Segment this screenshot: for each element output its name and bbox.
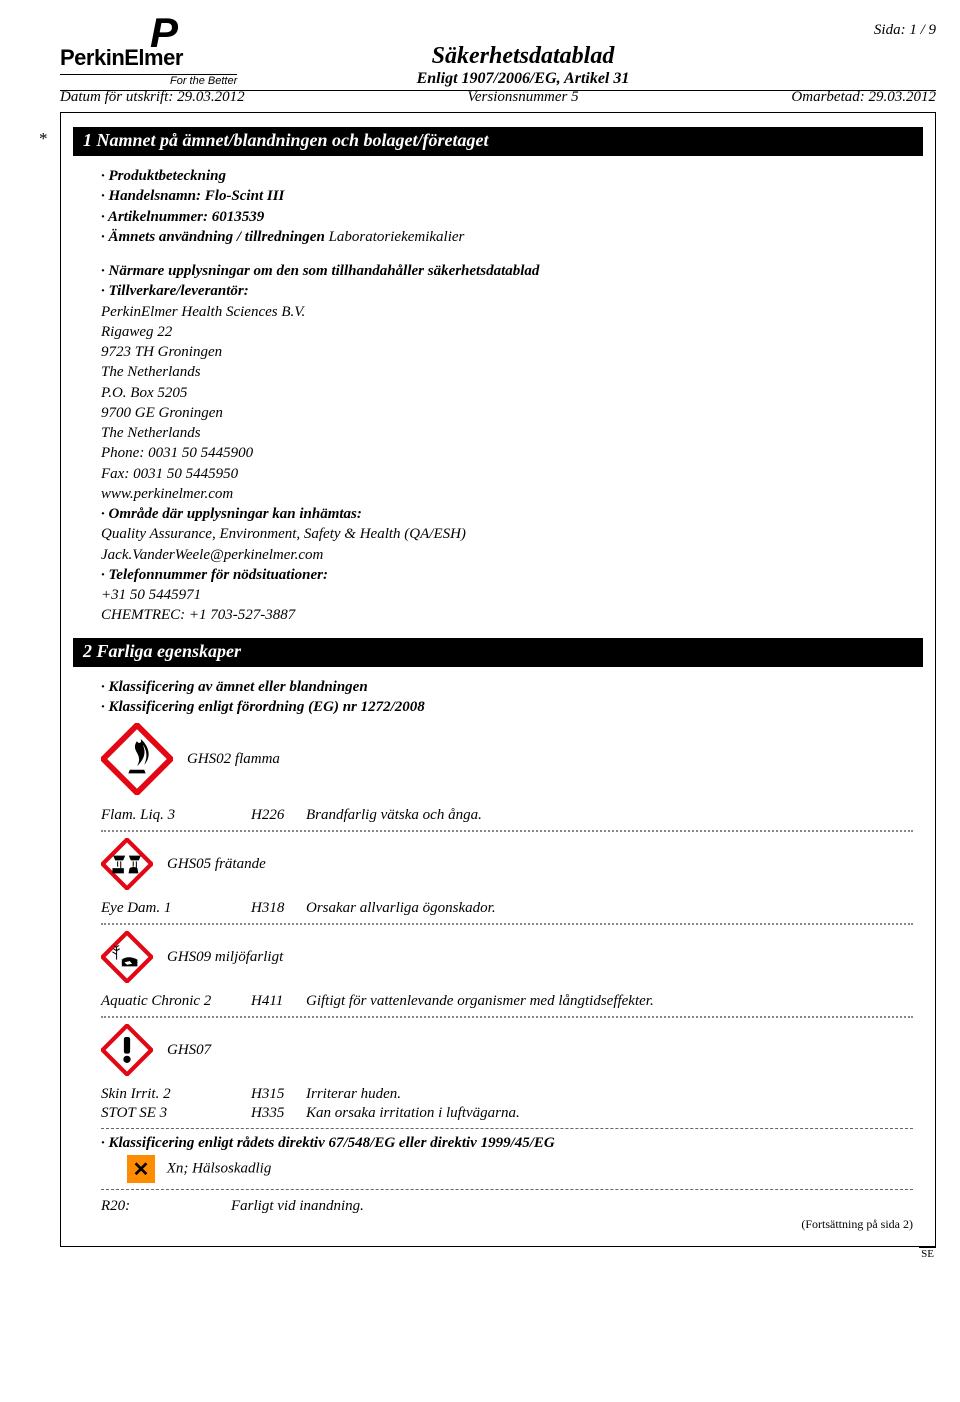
eye-class: Eye Dam. 1 <box>101 900 251 917</box>
print-date: Datum för utskrift: 29.03.2012 <box>60 89 310 106</box>
product-designation-label: Produktbeteckning <box>101 166 913 186</box>
ghs09-environment-icon <box>101 931 153 983</box>
eye-row: Eye Dam. 1 H318 Orsakar allvarliga ögons… <box>61 900 935 919</box>
ghs07-row: GHS07 <box>61 1024 935 1076</box>
continued-note: (Fortsättning på sida 2) <box>61 1215 935 1232</box>
aq-class: Aquatic Chronic 2 <box>101 993 251 1010</box>
document-subtitle: Enligt 1907/2006/EG, Artikel 31 <box>310 70 736 88</box>
ghs05-row: GHS05 frätande <box>61 838 935 890</box>
classification-label: Klassificering av ämnet eller blandninge… <box>101 677 913 697</box>
manu-line: Phone: 0031 50 5445900 <box>101 443 913 463</box>
eye-text: Orsakar allvarliga ögonskador. <box>306 900 913 917</box>
stot-text: Kan orsaka irritation i luftvägarna. <box>306 1105 913 1122</box>
skin-text: Irriterar huden. <box>306 1086 913 1103</box>
r20-text: Farligt vid inandning. <box>231 1198 913 1215</box>
ghs02-label: GHS02 flamma <box>187 751 280 768</box>
xn-text: Xn; Hälsoskadlig <box>167 1161 272 1177</box>
logo-mark: P <box>150 20 310 45</box>
flam-text: Brandfarlig vätska och ånga. <box>306 807 913 824</box>
manu-line: The Netherlands <box>101 362 913 382</box>
skin-row: Skin Irrit. 2 H315 Irriterar huden. <box>61 1086 935 1105</box>
use-value: Laboratoriekemikalier <box>329 229 465 245</box>
old-class-label: Klassificering enligt rådets direktiv 67… <box>101 1133 913 1153</box>
r20-label: R20: <box>101 1198 231 1215</box>
flam-row: Flam. Liq. 3 H226 Brandfarlig vätska och… <box>61 807 935 826</box>
flam-code: H226 <box>251 807 306 824</box>
article-number: Artikelnummer: 6013539 <box>101 207 913 227</box>
section-2-intro: Klassificering av ämnet eller blandninge… <box>61 677 935 718</box>
manu-line: The Netherlands <box>101 423 913 443</box>
r20-row: R20: Farligt vid inandning. <box>61 1194 935 1215</box>
page-number: Sida: 1 / 9 <box>736 20 936 39</box>
info-area-label: Område där upplysningar kan inhämtas: <box>101 504 913 524</box>
supplier-info-label: Närmare upplysningar om den som tillhand… <box>101 261 913 281</box>
header-meta: Datum för utskrift: 29.03.2012 Versionsn… <box>60 89 936 106</box>
ghs07-exclamation-icon <box>101 1024 153 1076</box>
ghs05-label: GHS05 frätande <box>167 856 266 873</box>
manu-line: PerkinElmer Health Sciences B.V. <box>101 302 913 322</box>
version-number: Versionsnummer 5 <box>310 89 736 106</box>
section-2-header: 2 Farliga egenskaper <box>73 638 923 667</box>
emergency-line: CHEMTREC: +1 703-527-3887 <box>101 605 913 625</box>
skin-class: Skin Irrit. 2 <box>101 1086 251 1103</box>
aquatic-row: Aquatic Chronic 2 H411 Giftigt för vatte… <box>61 993 935 1012</box>
separator <box>101 1189 913 1190</box>
emergency-phone-label: Telefonnummer för nödsituationer: <box>101 565 913 585</box>
logo-tagline: For the Better <box>60 74 237 87</box>
manu-line: Fax: 0031 50 5445950 <box>101 464 913 484</box>
page-header: P PerkinElmer For the Better Säkerhetsda… <box>60 20 936 91</box>
ghs07-label: GHS07 <box>167 1042 211 1059</box>
old-classification: Klassificering enligt rådets direktiv 67… <box>61 1133 935 1153</box>
document-title: Säkerhetsdatablad <box>310 43 736 70</box>
separator <box>101 923 913 925</box>
stot-code: H335 <box>251 1105 306 1122</box>
logo: P PerkinElmer For the Better <box>60 20 310 88</box>
ghs02-flame-icon <box>101 723 173 795</box>
country-code: SE <box>919 1247 936 1260</box>
trade-name: Handelsnamn: Flo-Scint III <box>101 186 913 206</box>
use-line: Ämnets användning / tillredningen Labora… <box>101 227 913 247</box>
change-star-icon: * <box>39 129 48 149</box>
stot-row: STOT SE 3 H335 Kan orsaka irritation i l… <box>61 1105 935 1124</box>
separator <box>101 1128 913 1129</box>
manu-line: www.perkinelmer.com <box>101 484 913 504</box>
flam-class: Flam. Liq. 3 <box>101 807 251 824</box>
aq-text: Giftigt för vattenlevande organismer med… <box>306 993 913 1010</box>
manu-line: 9700 GE Groningen <box>101 403 913 423</box>
section-1-body: Produktbeteckning Handelsnamn: Flo-Scint… <box>61 166 935 626</box>
ghs02-row: GHS02 flamma <box>61 723 935 795</box>
separator <box>101 830 913 832</box>
skin-code: H315 <box>251 1086 306 1103</box>
content-frame: * 1 Namnet på ämnet/blandningen och bola… <box>60 112 936 1247</box>
xn-row: ✕ Xn; Hälsoskadlig <box>61 1153 935 1185</box>
ghs09-label: GHS09 miljöfarligt <box>167 949 283 966</box>
manufacturer-label: Tillverkare/leverantör: <box>101 281 913 301</box>
emergency-line: +31 50 5445971 <box>101 585 913 605</box>
ghs09-row: GHS09 miljöfarligt <box>61 931 935 983</box>
revised-date: Omarbetad: 29.03.2012 <box>736 89 936 106</box>
manu-line: 9723 TH Groningen <box>101 342 913 362</box>
info-line: Quality Assurance, Environment, Safety &… <box>101 524 913 544</box>
info-line: Jack.VanderWeele@perkinelmer.com <box>101 545 913 565</box>
aq-code: H411 <box>251 993 306 1010</box>
xn-harmful-icon: ✕ <box>127 1155 155 1183</box>
eye-code: H318 <box>251 900 306 917</box>
logo-name: PerkinElmer <box>60 45 310 71</box>
use-label: Ämnets användning / tillredningen <box>101 229 325 245</box>
separator <box>101 1016 913 1018</box>
ghs05-corrosion-icon <box>101 838 153 890</box>
stot-class: STOT SE 3 <box>101 1105 251 1122</box>
section-1-header: 1 Namnet på ämnet/blandningen och bolage… <box>73 127 923 156</box>
classification-reg: Klassificering enligt förordning (EG) nr… <box>101 697 913 717</box>
header-center: Säkerhetsdatablad Enligt 1907/2006/EG, A… <box>310 43 736 88</box>
manu-line: Rigaweg 22 <box>101 322 913 342</box>
manu-line: P.O. Box 5205 <box>101 383 913 403</box>
